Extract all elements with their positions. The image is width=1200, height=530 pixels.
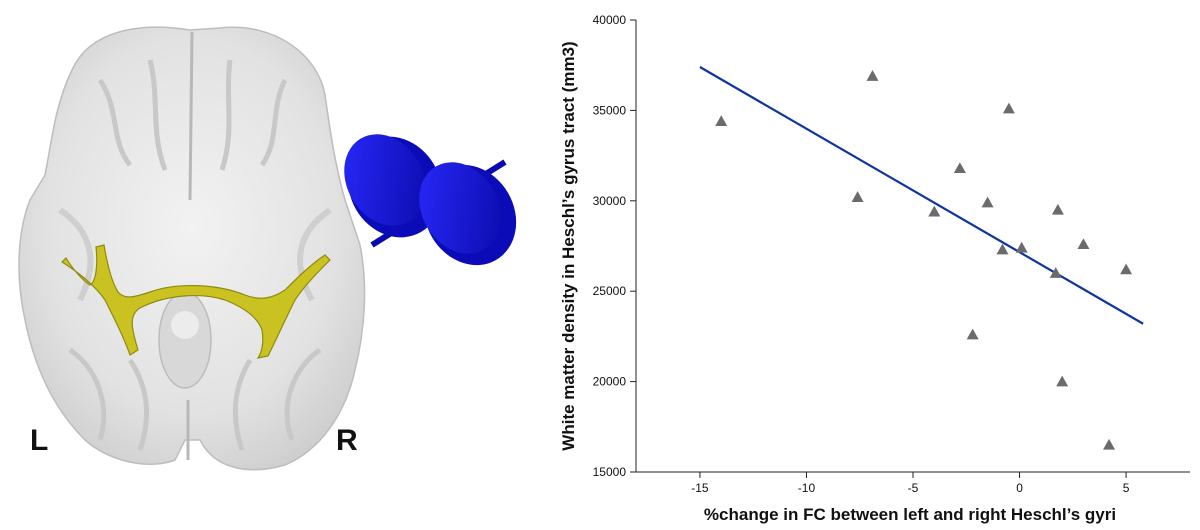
y-tick-label: 25000 xyxy=(593,284,627,298)
data-point xyxy=(1120,263,1133,275)
x-tick-label: 5 xyxy=(1123,481,1130,495)
y-axis-title: White matter density in Heschl’s gyrus t… xyxy=(559,41,578,450)
y-tick-label: 30000 xyxy=(593,194,627,208)
y-tick-label: 20000 xyxy=(593,375,627,389)
data-points xyxy=(715,70,1133,450)
data-point xyxy=(851,191,864,202)
data-point xyxy=(715,115,728,127)
regression-line xyxy=(699,66,1144,325)
brain-tissue xyxy=(18,26,366,471)
data-point xyxy=(953,162,966,174)
scatter-chart: 15000 20000 25000 30000 35000 40000 -15 -10 -5 0… xyxy=(559,13,1190,524)
data-point xyxy=(1002,102,1015,114)
data-point xyxy=(1049,267,1062,278)
data-point xyxy=(1077,238,1090,249)
data-point xyxy=(866,70,879,81)
right-hemisphere-label: R xyxy=(336,424,358,457)
left-hemisphere-label: L xyxy=(30,424,48,457)
x-tick-label: -5 xyxy=(908,481,919,495)
data-point xyxy=(1015,241,1028,253)
data-point xyxy=(966,328,979,340)
brain-image: L R xyxy=(18,26,517,471)
x-axis-title: %change in FC between left and right Hes… xyxy=(704,505,1116,524)
y-tick-label: 35000 xyxy=(593,103,627,117)
x-ticks: -15 -10 -5 0 5 xyxy=(691,472,1130,495)
data-point xyxy=(928,205,941,217)
data-point xyxy=(1056,375,1069,387)
heschl-tract xyxy=(61,244,331,359)
x-tick-label: -10 xyxy=(798,481,816,495)
x-tick-label: 0 xyxy=(1016,481,1023,495)
data-point xyxy=(1051,203,1064,215)
cylinder-probe xyxy=(344,134,517,266)
y-tick-label: 15000 xyxy=(593,465,627,479)
data-point xyxy=(981,196,994,208)
y-tick-label: 40000 xyxy=(593,13,627,27)
data-point xyxy=(1103,438,1116,450)
x-tick-label: -15 xyxy=(691,481,709,495)
data-point xyxy=(996,243,1009,255)
y-ticks: 15000 20000 25000 30000 35000 40000 xyxy=(593,13,636,479)
